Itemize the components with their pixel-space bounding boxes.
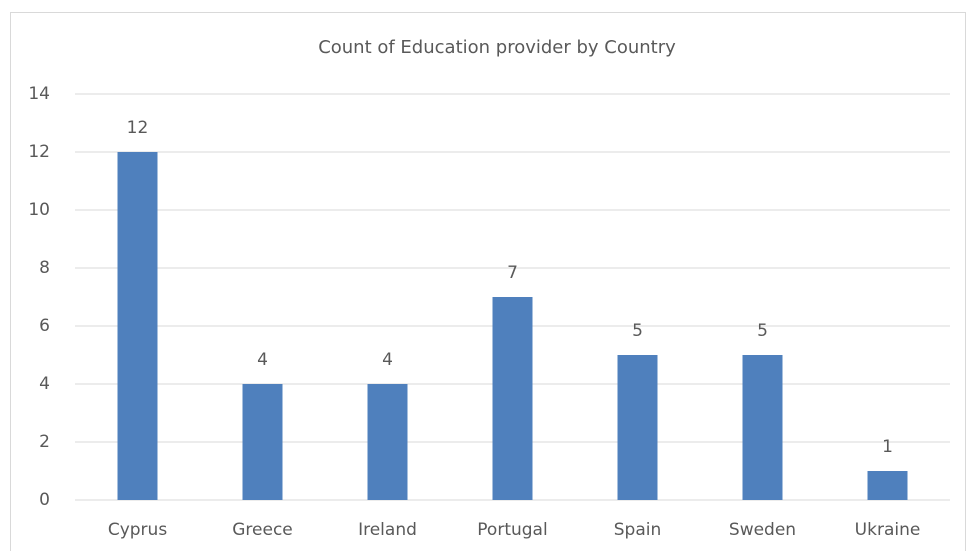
y-tick-label: 6 <box>39 316 50 336</box>
x-tick-label: Portugal <box>477 520 547 540</box>
x-tick-label: Ukraine <box>855 520 921 540</box>
x-tick-label: Ireland <box>358 520 417 540</box>
x-tick-label: Greece <box>232 520 293 540</box>
y-tick-label: 2 <box>39 432 50 452</box>
data-label: 7 <box>507 263 518 283</box>
bar <box>492 297 533 500</box>
x-tick-label: Sweden <box>729 520 796 540</box>
x-tick-label: Spain <box>614 520 662 540</box>
y-tick-label: 8 <box>39 258 50 278</box>
y-tick-label: 10 <box>28 200 50 220</box>
y-tick-label: 4 <box>39 374 50 394</box>
y-tick-label: 0 <box>39 490 50 510</box>
data-label: 4 <box>257 350 268 370</box>
data-label: 4 <box>382 350 393 370</box>
data-label: 5 <box>757 321 768 341</box>
bar <box>867 471 908 500</box>
y-tick-label: 12 <box>28 142 50 162</box>
bar <box>367 384 408 500</box>
chart-frame <box>10 12 966 555</box>
bar <box>117 152 158 500</box>
data-label: 1 <box>882 437 893 457</box>
x-tick-label: Cyprus <box>108 520 167 540</box>
data-label: 5 <box>632 321 643 341</box>
data-label: 12 <box>127 118 149 138</box>
chart-title: Count of Education provider by Country <box>318 37 676 58</box>
bar <box>242 384 283 500</box>
bar <box>742 355 783 500</box>
bar <box>617 355 658 500</box>
y-tick-label: 14 <box>28 84 50 104</box>
